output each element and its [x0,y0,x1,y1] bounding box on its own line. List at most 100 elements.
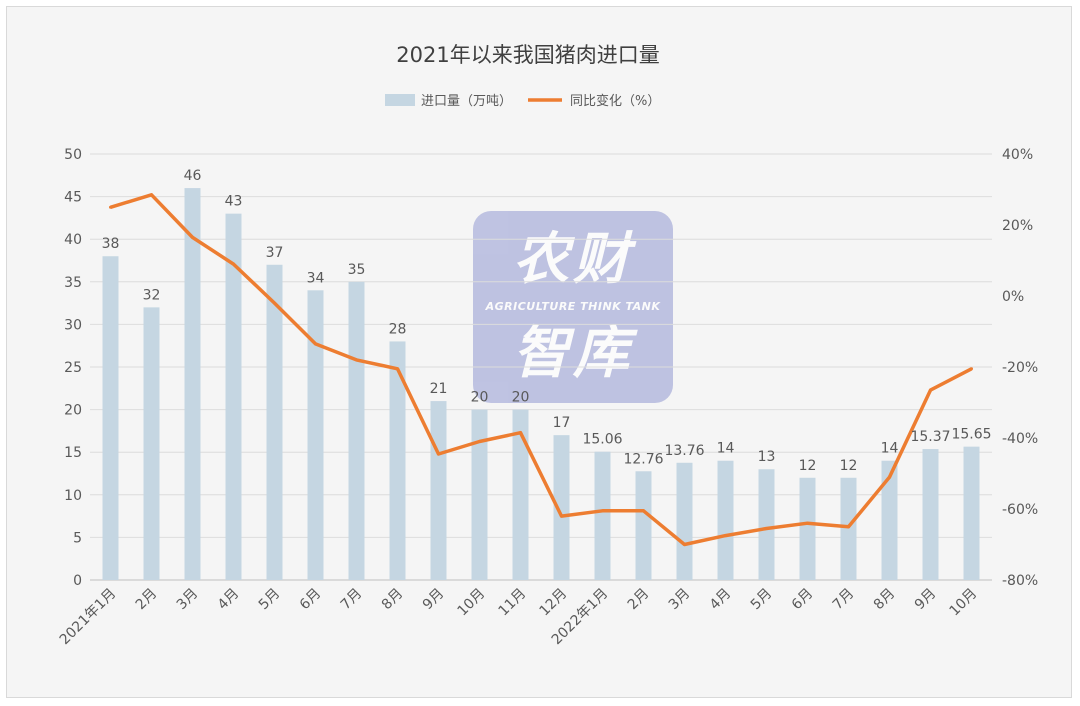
bar-data-label: 12 [840,458,858,474]
yoy-point [601,509,604,513]
yoy-point [355,358,358,362]
bar-data-label: 46 [184,168,202,184]
x-tick-label: 5月 [748,586,776,614]
bar [717,460,734,580]
bar [512,409,529,580]
x-tick-label: 4月 [215,586,243,614]
bar [594,451,611,580]
bar-data-label: 13 [758,449,776,465]
bar [430,401,447,580]
x-tick-label: 3月 [174,586,202,614]
yoy-point [724,534,727,538]
bar-data-label: 12.76 [623,451,663,467]
x-tick-label: 7月 [338,586,366,614]
bar [389,341,406,580]
bar-data-label: 34 [307,270,325,286]
y-right-tick-label: 20% [1002,218,1033,234]
yoy-point [560,514,563,518]
bar [922,449,939,580]
legend-bar-label: 进口量（万吨） [421,94,512,109]
yoy-point [396,367,399,371]
x-tick-label: 2021年1月 [57,586,120,649]
bar [881,460,898,580]
bar [471,409,488,580]
watermark-logo: 农财 AGRICULTURE THINK TANK 智库 [473,211,673,403]
y-left-tick-label: 10 [64,488,82,504]
bar [553,435,570,580]
yoy-point [642,509,645,513]
bar-data-label: 14 [881,441,899,457]
bar-data-label: 17 [553,415,571,431]
bar-data-label: 32 [143,287,161,303]
x-tick-label: 2月 [133,586,161,614]
x-tick-label: 10月 [947,586,981,620]
bar-series [102,188,980,580]
chart-frame: 农财 AGRICULTURE THINK TANK 智库 [6,6,1072,698]
x-tick-label: 8月 [871,586,899,614]
bar [799,477,816,580]
y-left-tick-label: 50 [64,147,82,163]
watermark-text-bottom: 智库 [513,321,633,386]
bar [963,446,980,580]
bar [143,307,160,580]
y-right-tick-label: 0% [1002,289,1024,305]
yoy-point [929,388,932,392]
bar-data-label: 43 [225,194,243,210]
bar-data-label: 14 [717,441,735,457]
yoy-point [806,521,809,525]
x-tick-label: 6月 [297,586,325,614]
line-series [109,193,973,547]
y-left-tick-label: 15 [64,445,82,461]
x-tick-label: 2月 [625,586,653,614]
watermark-text-top: 农财 [513,227,633,292]
y-left-tick-label: 35 [64,275,82,291]
y-left-tick-label: 5 [73,530,82,546]
bar [184,188,201,580]
bar-data-label: 13.76 [664,443,704,459]
bar-data-label: 15.65 [951,427,991,443]
bar [758,469,775,580]
x-tick-label: 5月 [256,586,284,614]
yoy-point [765,527,768,531]
y-left-tick-label: 40 [64,232,82,248]
chart-title: 2021年以来我国猪肉进口量 [396,43,659,67]
bar [676,462,693,580]
bar-data-label: 20 [512,390,530,406]
y-left-tick-label: 25 [64,360,82,376]
bar [348,281,365,580]
legend-bar-swatch [385,94,415,106]
y-right-tick-label: -40% [1002,431,1038,447]
yoy-point [314,342,317,346]
y-left-tick-label: 45 [64,190,82,206]
bar-data-label: 15.06 [582,432,622,448]
x-tick-label: 4月 [707,586,735,614]
yoy-point [437,452,440,456]
y-left-tick-label: 0 [73,573,82,589]
bar-data-label: 21 [430,381,448,397]
legend: 进口量（万吨） 同比变化（%） [385,93,660,109]
x-tick-label: 8月 [379,586,407,614]
yoy-point [970,367,973,371]
y-right-tick-label: 40% [1002,147,1033,163]
x-tick-label: 6月 [789,586,817,614]
bar-data-label: 15.37 [910,429,950,445]
yoy-point [191,235,194,239]
yoy-point [888,475,891,479]
yoy-point [683,543,686,546]
x-tick-label: 9月 [912,586,940,614]
legend-line-label: 同比变化（%） [570,93,660,109]
y-left-tick-label: 30 [64,317,82,333]
x-tick-label: 7月 [830,586,858,614]
watermark-subtitle: AGRICULTURE THINK TANK [485,300,661,313]
bar [102,256,119,580]
y-right-tick-label: -80% [1002,573,1038,589]
bar [225,213,242,580]
bar-data-label: 12 [799,458,817,474]
yoy-point [478,440,481,444]
y-left-tick-label: 20 [64,403,82,419]
yoy-point [232,262,235,266]
yoy-point [150,193,153,197]
yoy-point [273,301,276,305]
bar-data-label: 35 [348,262,366,278]
